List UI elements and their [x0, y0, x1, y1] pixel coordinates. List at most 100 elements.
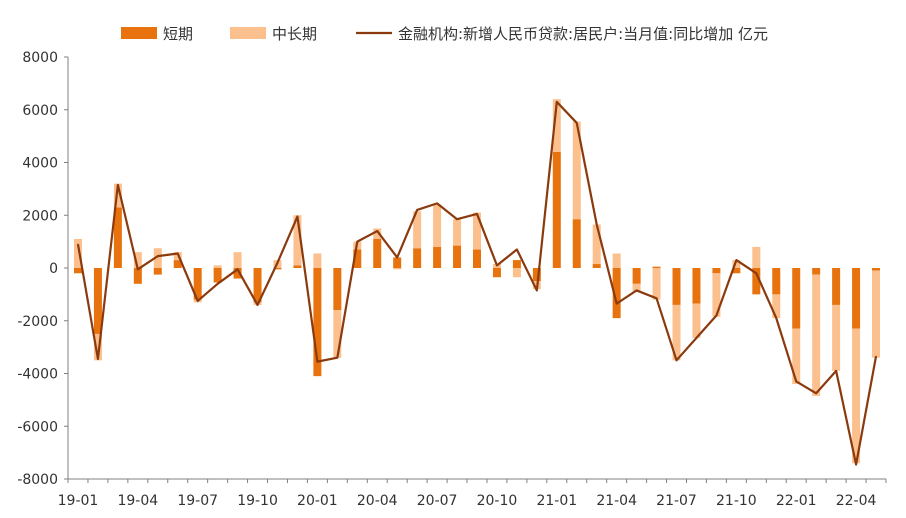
bar-long-term: [792, 328, 801, 385]
bar-short-term: [313, 268, 322, 377]
bar-long-term: [632, 283, 641, 292]
bar-short-term: [532, 268, 541, 282]
line-point: [197, 300, 199, 302]
bar-long-term: [572, 121, 581, 220]
x-tick-label: 19-04: [117, 493, 158, 509]
bar-short-term: [832, 268, 841, 305]
line-point: [855, 463, 857, 466]
bar-long-term: [313, 253, 322, 268]
bar-short-term: [353, 249, 362, 268]
bar-short-term: [712, 268, 721, 274]
line-point: [137, 268, 139, 270]
bar-short-term: [612, 268, 621, 319]
line-point: [77, 243, 79, 245]
line-point: [576, 122, 578, 124]
line-point: [436, 202, 438, 204]
bar-short-term: [173, 260, 182, 268]
x-tick-label: 19-01: [58, 493, 99, 509]
line-point: [157, 255, 159, 257]
x-tick-label: 21-07: [656, 493, 697, 509]
bar-long-term: [872, 270, 881, 358]
line-point: [815, 392, 817, 394]
line-point: [177, 252, 179, 255]
bar-short-term: [273, 268, 282, 270]
bar-long-term: [552, 99, 561, 152]
line-point: [875, 355, 877, 357]
line-point: [316, 361, 318, 363]
y-tick-label: 8000: [22, 50, 58, 66]
legend-label-long-term: 中长期: [272, 25, 317, 43]
y-tick-label: -2000: [17, 314, 58, 330]
line-point: [536, 289, 538, 292]
bar-short-term: [193, 268, 202, 300]
bar-long-term: [473, 212, 481, 250]
line-point: [755, 272, 757, 274]
y-tick-label: -4000: [17, 367, 58, 383]
legend-swatch-short-term: [121, 27, 157, 39]
line-point: [416, 209, 418, 211]
bar-short-term: [592, 264, 601, 268]
line-point: [376, 230, 378, 232]
bar-short-term: [413, 248, 422, 268]
bar-long-term: [73, 238, 82, 268]
bar-long-term: [752, 246, 761, 268]
line-point: [695, 337, 698, 339]
bar-long-term: [592, 224, 601, 265]
bar-long-term: [113, 183, 122, 208]
bar-long-term: [692, 303, 701, 338]
bar-short-term: [73, 268, 82, 274]
line-point: [596, 223, 598, 226]
bar-short-term: [473, 249, 481, 268]
line-point: [296, 215, 299, 218]
x-tick-label: 21-04: [596, 493, 637, 509]
bar-short-term: [113, 207, 122, 268]
x-tick-label: 21-01: [536, 493, 577, 509]
legend-label-line: 金融机构:新增人民币贷款:居民户:当月值:同比增加 亿元: [398, 25, 768, 43]
line-point: [496, 264, 498, 266]
bar-long-term: [213, 265, 222, 268]
bar-long-term: [832, 304, 841, 371]
bar-short-term: [772, 268, 781, 295]
line-point: [556, 101, 558, 103]
bar-long-term: [333, 310, 342, 358]
bar-long-term: [812, 274, 821, 396]
bar-long-term: [672, 304, 681, 361]
line-point: [256, 304, 259, 306]
bar-long-term: [153, 248, 162, 268]
legend-label-short-term: 短期: [163, 25, 193, 43]
y-tick-label: 4000: [22, 156, 58, 172]
line-point: [835, 370, 837, 372]
bar-long-term: [852, 328, 861, 464]
bar-short-term: [333, 268, 342, 311]
bar-short-term: [732, 268, 741, 274]
line-point: [456, 218, 458, 220]
y-tick-label: -6000: [17, 419, 58, 435]
bar-short-term: [453, 245, 462, 268]
legend-swatch-long-term: [230, 27, 266, 39]
bar-short-term: [492, 268, 501, 278]
x-tick-label: 20-01: [297, 493, 338, 509]
x-tick-label: 21-10: [716, 493, 757, 509]
bar-long-term: [732, 260, 741, 268]
bar-short-term: [632, 268, 641, 284]
line-point: [476, 213, 478, 215]
y-axis: -8000 -6000 -4000 -2000 0 2000 4000 6000 8000: [17, 50, 69, 488]
line-point: [276, 262, 279, 264]
line-point: [356, 241, 358, 243]
x-tick-label: 20-04: [357, 493, 398, 509]
line-point: [655, 297, 658, 299]
bar-short-term: [852, 268, 861, 329]
bar-long-term: [512, 268, 521, 278]
line-point: [616, 303, 618, 305]
line-point: [236, 268, 239, 270]
y-tick-label: 6000: [22, 103, 58, 119]
line-point: [775, 317, 777, 319]
line-point: [735, 259, 737, 261]
bar-long-term: [453, 219, 462, 246]
x-tick-label: 22-04: [836, 493, 877, 509]
line-point: [636, 289, 638, 292]
bar-long-term: [293, 215, 302, 266]
bar-long-term: [772, 294, 781, 319]
bar-short-term: [572, 219, 581, 268]
bar-short-term: [153, 268, 162, 275]
